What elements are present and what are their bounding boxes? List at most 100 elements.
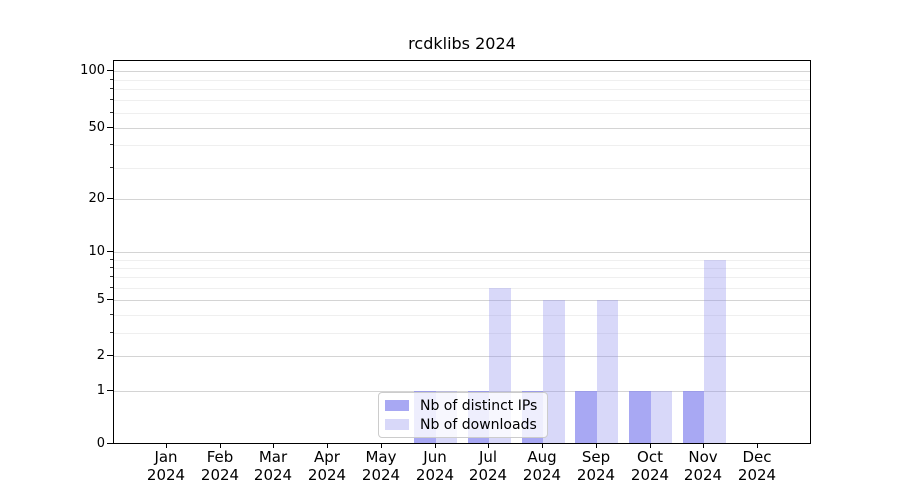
bar-downloads-nov [704,259,726,443]
minor-gridline [114,80,810,81]
x-tick-label-jan: Jan 2024 [134,448,198,484]
legend-label-downloads: Nb of downloads [420,416,537,433]
x-tick-year: 2024 [522,466,562,484]
x-tick-month: Oct [637,448,663,466]
x-tick-label-apr: Apr 2024 [295,448,359,484]
minor-gridline [114,168,810,169]
major-gridline [114,71,810,72]
x-tick-year: 2024 [146,466,186,484]
x-tick-label-aug: Aug 2024 [510,448,574,484]
legend-item-distinct-ips: Nb of distinct IPs [385,398,541,414]
minor-gridline [114,145,810,146]
bar-downloads-oct [650,391,673,443]
minor-gridline [114,315,810,316]
y-minor-tick-mark [110,332,113,333]
bar-downloads-sep [596,300,619,443]
chart-title: rcdklibs 2024 [408,34,516,53]
y-minor-tick-mark [110,144,113,145]
y-minor-tick-mark [110,88,113,89]
y-tick-label: 0 [96,436,105,451]
x-tick-year: 2024 [630,466,670,484]
y-minor-tick-mark [110,267,113,268]
x-tick-month: Feb [206,448,234,466]
minor-gridline [114,100,810,101]
x-tick-label-mar: Mar 2024 [241,448,305,484]
minor-gridline [114,113,810,114]
legend-swatch-distinct-ips-icon [385,400,409,411]
x-tick-mark [166,443,167,448]
x-tick-month: May [365,448,397,466]
x-tick-year: 2024 [468,466,508,484]
major-gridline [114,199,810,200]
y-tick-label: 1 [96,383,105,398]
y-tick-label: 5 [96,292,105,307]
y-tick-mark [107,355,113,356]
plot-area: Nb of distinct IPs Nb of downloads [113,60,811,444]
y-minor-tick-mark [110,259,113,260]
x-tick-label-oct: Oct 2024 [618,448,682,484]
x-tick-mark [596,443,597,448]
minor-gridline [114,268,810,269]
minor-gridline [114,333,810,334]
x-tick-year: 2024 [253,466,293,484]
x-tick-month: Sep [581,448,611,466]
x-tick-label-sep: Sep 2024 [564,448,628,484]
x-tick-month: Jan [154,448,178,466]
x-tick-mark [703,443,704,448]
major-gridline [114,128,810,129]
x-tick-label-nov: Nov 2024 [671,448,735,484]
x-tick-month: Jul [478,448,498,466]
major-gridline [114,356,810,357]
y-tick-label: 50 [88,120,105,135]
major-gridline [114,391,810,392]
x-tick-month: Aug [527,448,557,466]
x-tick-mark [757,443,758,448]
legend-swatch-downloads-icon [385,419,409,430]
x-tick-mark [542,443,543,448]
legend: Nb of distinct IPs Nb of downloads [378,392,548,438]
bar-distinct-ips-oct [629,391,651,443]
bar-downloads-aug [543,300,565,443]
x-tick-mark [435,443,436,448]
x-tick-label-jul: Jul 2024 [456,448,520,484]
minor-gridline [114,260,810,261]
minor-gridline [114,288,810,289]
x-tick-mark [381,443,382,448]
x-tick-year: 2024 [576,466,616,484]
y-tick-label: 2 [96,348,105,363]
y-tick-mark [107,70,113,71]
major-gridline [114,300,810,301]
y-tick-label: 10 [88,244,105,259]
minor-gridline [114,277,810,278]
y-minor-tick-mark [110,112,113,113]
x-tick-month: Dec [742,448,772,466]
x-tick-year: 2024 [307,466,347,484]
x-tick-year: 2024 [200,466,240,484]
y-tick-label: 20 [88,191,105,206]
y-minor-tick-mark [110,99,113,100]
y-tick-mark [107,127,113,128]
y-minor-tick-mark [110,287,113,288]
y-tick-mark [107,443,113,444]
x-tick-label-jun: Jun 2024 [403,448,467,484]
y-minor-tick-mark [110,314,113,315]
x-tick-year: 2024 [361,466,401,484]
y-minor-tick-mark [110,79,113,80]
x-tick-mark [327,443,328,448]
x-tick-label-may: May 2024 [349,448,413,484]
y-minor-tick-mark [110,276,113,277]
y-minor-tick-mark [110,167,113,168]
y-tick-mark [107,299,113,300]
major-gridline [114,252,810,253]
x-tick-label-feb: Feb 2024 [188,448,252,484]
x-tick-month: Jun [423,448,447,466]
x-tick-year: 2024 [683,466,723,484]
y-tick-label: 100 [80,63,105,78]
y-tick-mark [107,198,113,199]
x-tick-month: Apr [314,448,340,466]
x-tick-label-dec: Dec 2024 [725,448,789,484]
bar-distinct-ips-sep [575,391,597,443]
x-tick-month: Nov [688,448,718,466]
x-tick-month: Mar [258,448,288,466]
x-tick-mark [488,443,489,448]
